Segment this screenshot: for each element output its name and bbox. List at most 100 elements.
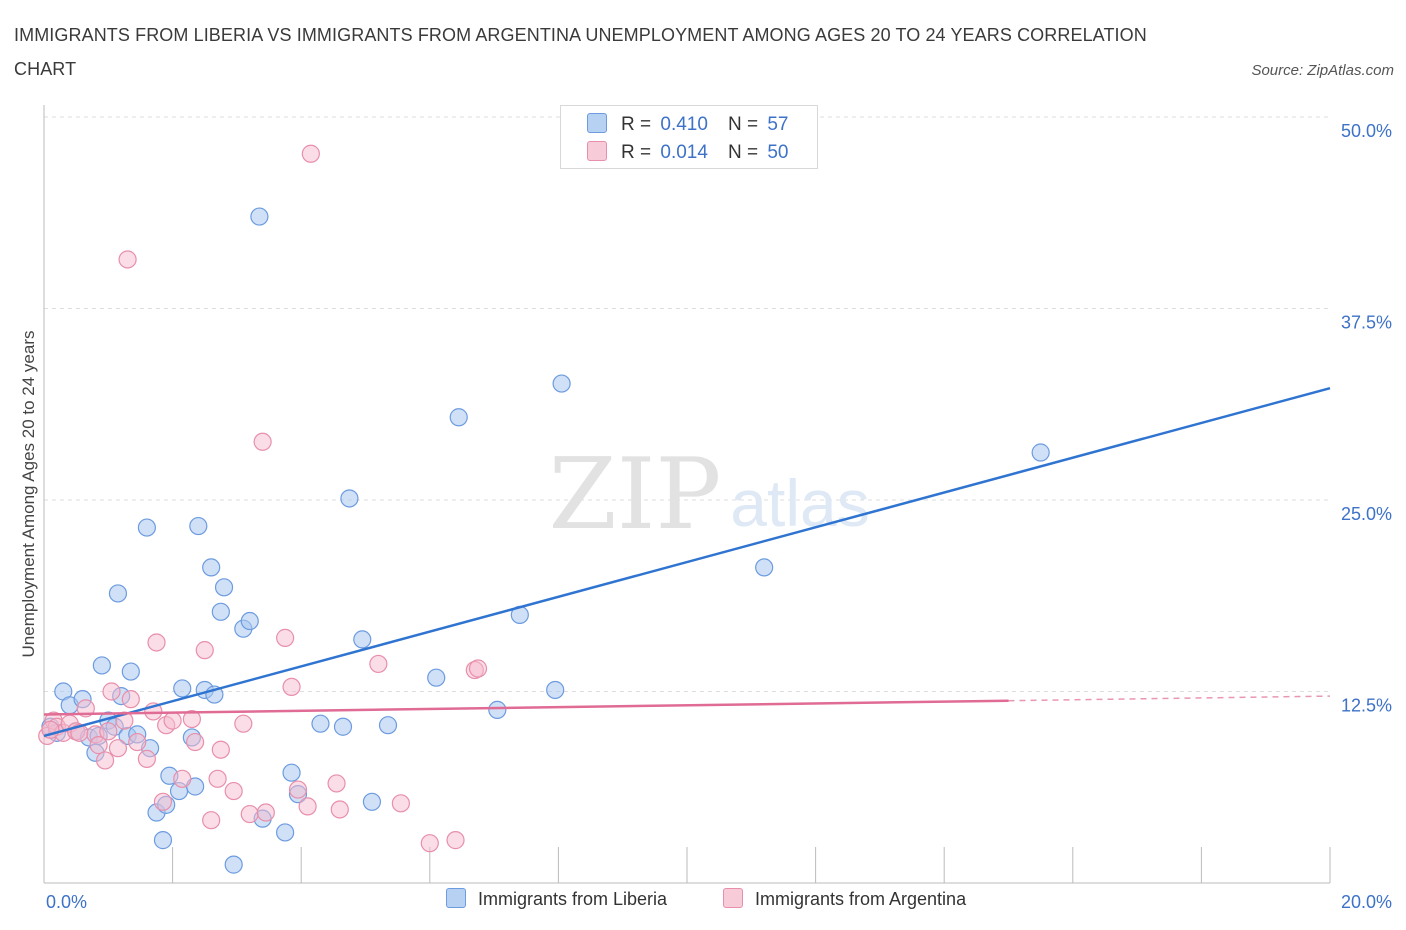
argentina-point bbox=[137, 749, 156, 769]
argentina-point bbox=[186, 732, 205, 752]
series-legend-liberia: Immigrants from Liberia bbox=[446, 888, 667, 910]
liberia-point bbox=[353, 630, 372, 649]
argentina-point bbox=[211, 740, 230, 759]
argentina-point bbox=[391, 794, 410, 813]
x-tick-label: 20.0% bbox=[1341, 892, 1392, 912]
y-axis-label: Unemployment Among Ages 20 to 24 years bbox=[19, 331, 38, 658]
argentina-point bbox=[253, 432, 272, 451]
argentina-trend-line bbox=[43, 699, 1009, 716]
n-label: N = bbox=[727, 114, 759, 135]
argentina-point bbox=[298, 797, 317, 816]
argentina-point bbox=[102, 682, 121, 701]
argentina-point bbox=[128, 732, 147, 752]
argentina-point bbox=[147, 633, 166, 652]
liberia-point bbox=[488, 700, 507, 719]
liberia-point bbox=[108, 584, 128, 603]
argentina-point bbox=[288, 780, 308, 799]
liberia-point bbox=[189, 516, 208, 536]
argentina-point bbox=[369, 654, 388, 674]
liberia-point bbox=[224, 855, 243, 874]
argentina-point bbox=[282, 677, 301, 697]
liberia-point bbox=[282, 763, 301, 782]
argentina-point bbox=[89, 736, 108, 755]
argentina-trend-extension bbox=[1008, 695, 1331, 702]
argentina-legend-swatch bbox=[723, 888, 743, 908]
argentina-point bbox=[468, 659, 488, 678]
liberia-point bbox=[1031, 443, 1050, 462]
liberia-point bbox=[378, 716, 398, 735]
source-label: Source: ZipAtlas.com bbox=[1251, 62, 1394, 79]
liberia-point bbox=[173, 679, 192, 698]
argentina-point bbox=[108, 739, 128, 758]
liberia-r-value: 0.410 bbox=[660, 114, 708, 135]
liberia-point bbox=[755, 558, 774, 577]
liberia-point bbox=[137, 518, 156, 537]
liberia-swatch bbox=[587, 113, 607, 133]
argentina-swatch bbox=[587, 141, 607, 161]
liberia-point bbox=[362, 792, 382, 811]
legend-row-liberia: R = 0.410 N = 57 bbox=[587, 113, 788, 137]
liberia-points bbox=[41, 207, 1050, 874]
argentina-point bbox=[276, 628, 295, 647]
liberia-point bbox=[427, 668, 446, 687]
argentina-point bbox=[240, 804, 259, 824]
argentina-r-value: 0.014 bbox=[660, 142, 708, 163]
chart-title: IMMIGRANTS FROM LIBERIA VS IMMIGRANTS FR… bbox=[14, 25, 1147, 79]
n-label: N = bbox=[727, 142, 759, 163]
liberia-point bbox=[211, 602, 230, 621]
liberia-point bbox=[240, 611, 259, 631]
series-legend-argentina: Immigrants from Argentina bbox=[723, 888, 966, 910]
y-tick-label: 37.5% bbox=[1341, 313, 1392, 333]
x-tick-label: 0.0% bbox=[46, 892, 87, 912]
liberia-point bbox=[276, 823, 295, 842]
argentina-point bbox=[234, 714, 253, 733]
liberia-point bbox=[546, 680, 565, 700]
liberia-point bbox=[333, 717, 353, 736]
liberia-point bbox=[153, 831, 173, 850]
argentina-point bbox=[182, 709, 201, 729]
grid-lines bbox=[44, 116, 1330, 692]
liberia-point bbox=[552, 374, 571, 393]
liberia-point bbox=[214, 578, 234, 597]
argentina-point bbox=[202, 811, 221, 830]
argentina-legend-label: Immigrants from Argentina bbox=[755, 889, 967, 909]
argentina-point bbox=[173, 769, 192, 788]
argentina-point bbox=[99, 722, 118, 741]
liberia-point bbox=[121, 662, 140, 681]
liberia-legend-swatch bbox=[446, 888, 466, 908]
argentina-point bbox=[224, 781, 243, 801]
argentina-point bbox=[446, 831, 465, 850]
argentina-n-value: 50 bbox=[767, 142, 789, 163]
argentina-point bbox=[121, 690, 140, 709]
watermark-atlas: atlas bbox=[730, 466, 869, 540]
r-label: R = bbox=[621, 114, 652, 135]
trend-lines bbox=[43, 386, 1331, 738]
y-tick-label: 50.0% bbox=[1341, 121, 1392, 141]
liberia-point bbox=[92, 656, 111, 675]
argentina-point bbox=[163, 711, 182, 730]
y-tick-label: 25.0% bbox=[1341, 504, 1392, 524]
argentina-point bbox=[327, 774, 346, 793]
argentina-point bbox=[95, 751, 115, 770]
argentina-points bbox=[38, 144, 488, 853]
liberia-n-value: 57 bbox=[767, 114, 789, 135]
liberia-legend-label: Immigrants from Liberia bbox=[478, 889, 668, 909]
watermark: ZIP atlas bbox=[549, 438, 870, 552]
argentina-point bbox=[195, 641, 214, 660]
r-label: R = bbox=[621, 142, 652, 163]
argentina-point bbox=[301, 144, 320, 163]
axes bbox=[43, 105, 1331, 884]
argentina-point bbox=[208, 769, 227, 788]
argentina-point bbox=[118, 250, 137, 269]
watermark-zip: ZIP bbox=[549, 438, 722, 552]
tick-labels: 12.5% 25.0% 37.5% 50.0% 0.0% 20.0% bbox=[46, 121, 1392, 912]
liberia-point bbox=[311, 714, 330, 733]
liberia-point bbox=[202, 558, 221, 577]
argentina-point bbox=[153, 792, 173, 811]
argentina-point bbox=[420, 834, 439, 853]
liberia-point bbox=[340, 489, 359, 508]
y-tick-label: 12.5% bbox=[1341, 696, 1392, 716]
correlation-legend: R = 0.410 N = 57 R = 0.014 N = 50 bbox=[560, 105, 818, 169]
argentina-point bbox=[330, 800, 349, 819]
